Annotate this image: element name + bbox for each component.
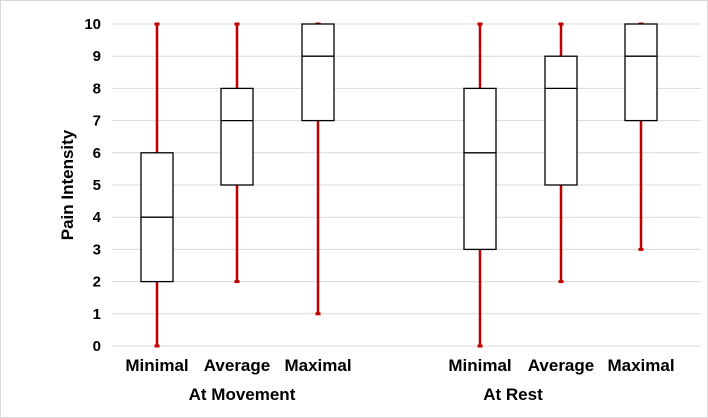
y-tick-label: 9 <box>93 48 101 65</box>
y-tick-label: 1 <box>93 306 101 323</box>
x-category-label: Minimal <box>125 356 188 375</box>
box-at-movement-average <box>220 22 254 284</box>
y-tick-label: 4 <box>93 209 102 226</box>
y-tick-label: 8 <box>93 80 101 97</box>
iqr-box <box>624 23 658 122</box>
iqr-box <box>301 23 335 122</box>
y-tick-label: 0 <box>93 338 101 355</box>
y-axis-label: Pain Intensity <box>58 129 77 240</box>
x-category-label: Maximal <box>607 356 674 375</box>
x-category-label: Maximal <box>284 356 351 375</box>
y-tick-label: 3 <box>93 241 101 258</box>
y-tick-label: 2 <box>93 274 101 291</box>
y-tick-label: 5 <box>93 177 101 194</box>
x-category-label: Average <box>528 356 594 375</box>
x-category-label: Average <box>204 356 270 375</box>
iqr-box <box>544 55 578 186</box>
y-axis-ticks: 0 1 2 3 4 5 6 7 8 9 10 <box>84 16 101 355</box>
gridlines <box>112 23 701 347</box>
iqr-box <box>220 87 254 186</box>
box-at-movement-maximal <box>301 22 335 316</box>
y-tick-label: 7 <box>93 113 101 130</box>
y-tick-label: 10 <box>84 16 101 33</box>
box-at-rest-maximal <box>624 22 658 251</box>
iqr-box <box>463 87 497 251</box>
x-category-label: Minimal <box>448 356 511 375</box>
box-plots <box>140 22 658 348</box>
x-axis-group-labels: At Movement At Rest <box>189 385 543 404</box>
x-axis-category-labels: Minimal Average Maximal Minimal Average Maxim… <box>125 356 674 375</box>
x-group-label: At Movement <box>189 385 296 404</box>
y-tick-label: 6 <box>93 145 101 162</box>
box-at-rest-average <box>544 22 578 284</box>
x-group-label: At Rest <box>483 385 543 404</box>
box-at-rest-minimal <box>463 22 497 348</box>
box-at-movement-minimal <box>140 22 174 348</box>
